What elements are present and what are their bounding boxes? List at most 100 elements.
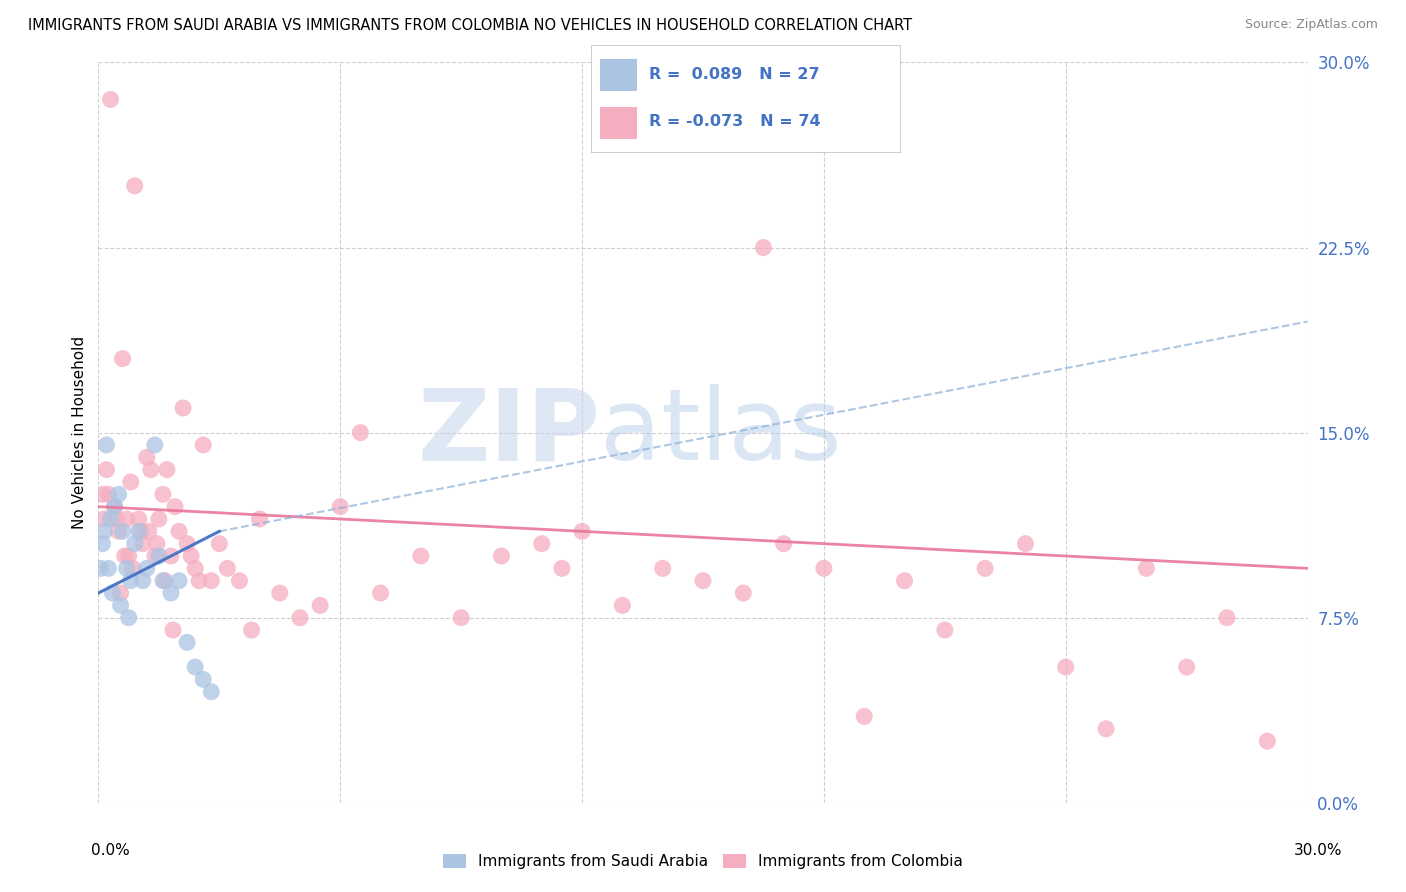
Point: [160, 549, 183, 563]
Point: [97, 487, 120, 501]
Point: [153, 574, 176, 588]
Point: [1256, 734, 1278, 748]
Point: [1095, 722, 1118, 736]
Text: Source: ZipAtlas.com: Source: ZipAtlas.com: [1244, 18, 1378, 31]
Point: [115, 561, 138, 575]
Point: [143, 438, 166, 452]
Point: [128, 512, 150, 526]
Point: [160, 586, 183, 600]
Point: [249, 512, 271, 526]
Point: [200, 685, 222, 699]
Text: IMMIGRANTS FROM SAUDI ARABIA VS IMMIGRANTS FROM COLOMBIA NO VEHICLES IN HOUSEHOL: IMMIGRANTS FROM SAUDI ARABIA VS IMMIGRAN…: [28, 18, 912, 33]
Point: [974, 561, 997, 575]
Point: [107, 524, 129, 539]
Point: [193, 673, 215, 687]
Point: [120, 475, 142, 489]
Point: [152, 487, 174, 501]
Point: [110, 586, 132, 600]
Text: atlas: atlas: [600, 384, 842, 481]
Point: [96, 438, 118, 452]
Point: [163, 500, 186, 514]
Point: [934, 623, 956, 637]
Point: [370, 586, 392, 600]
Point: [114, 549, 136, 563]
Point: [1014, 536, 1036, 550]
Text: 0.0%: 0.0%: [91, 843, 131, 858]
Point: [107, 487, 129, 501]
Point: [167, 524, 190, 539]
Point: [180, 549, 202, 563]
Point: [110, 599, 132, 613]
Text: 30.0%: 30.0%: [1295, 843, 1343, 858]
Point: [200, 574, 222, 588]
Point: [124, 178, 146, 193]
Point: [530, 536, 553, 550]
Point: [167, 574, 190, 588]
Point: [184, 561, 207, 575]
Point: [118, 549, 141, 563]
Point: [172, 401, 194, 415]
Point: [148, 512, 170, 526]
Point: [813, 561, 835, 575]
Point: [91, 487, 114, 501]
Point: [156, 462, 179, 476]
Legend: Immigrants from Saudi Arabia, Immigrants from Colombia: Immigrants from Saudi Arabia, Immigrants…: [437, 847, 969, 875]
Point: [349, 425, 371, 440]
Point: [135, 561, 157, 575]
Point: [115, 512, 138, 526]
Point: [752, 240, 775, 255]
Point: [103, 500, 125, 514]
Point: [100, 512, 122, 526]
Text: ZIP: ZIP: [418, 384, 600, 481]
Point: [1175, 660, 1198, 674]
Point: [571, 524, 593, 539]
Point: [217, 561, 239, 575]
Point: [309, 599, 332, 613]
Point: [111, 351, 134, 366]
Point: [148, 549, 170, 563]
Point: [101, 586, 124, 600]
Point: [129, 524, 152, 539]
Point: [135, 450, 157, 465]
Point: [184, 660, 207, 674]
Point: [146, 536, 169, 550]
Point: [128, 524, 150, 539]
Point: [103, 500, 125, 514]
Point: [551, 561, 574, 575]
Point: [105, 512, 128, 526]
Point: [651, 561, 673, 575]
Point: [288, 610, 311, 624]
Point: [228, 574, 250, 588]
Point: [124, 536, 146, 550]
Point: [176, 536, 198, 550]
Bar: [600, 59, 637, 91]
Point: [329, 500, 352, 514]
Point: [143, 549, 166, 563]
Point: [93, 512, 115, 526]
Point: [612, 599, 634, 613]
Point: [733, 586, 755, 600]
Point: [491, 549, 513, 563]
Point: [853, 709, 876, 723]
Point: [138, 524, 160, 539]
Point: [132, 574, 155, 588]
Point: [91, 536, 114, 550]
Point: [1216, 610, 1239, 624]
Point: [152, 574, 174, 588]
Point: [692, 574, 714, 588]
Point: [93, 524, 115, 539]
Point: [121, 561, 143, 575]
Point: [139, 462, 162, 476]
Point: [176, 635, 198, 649]
Point: [269, 586, 291, 600]
Point: [240, 623, 263, 637]
Point: [111, 524, 134, 539]
Point: [120, 574, 142, 588]
Text: R = -0.073   N = 74: R = -0.073 N = 74: [650, 114, 821, 129]
Bar: [600, 107, 637, 139]
Point: [208, 536, 231, 550]
Point: [162, 623, 184, 637]
Point: [409, 549, 432, 563]
Point: [188, 574, 211, 588]
Point: [118, 610, 141, 624]
